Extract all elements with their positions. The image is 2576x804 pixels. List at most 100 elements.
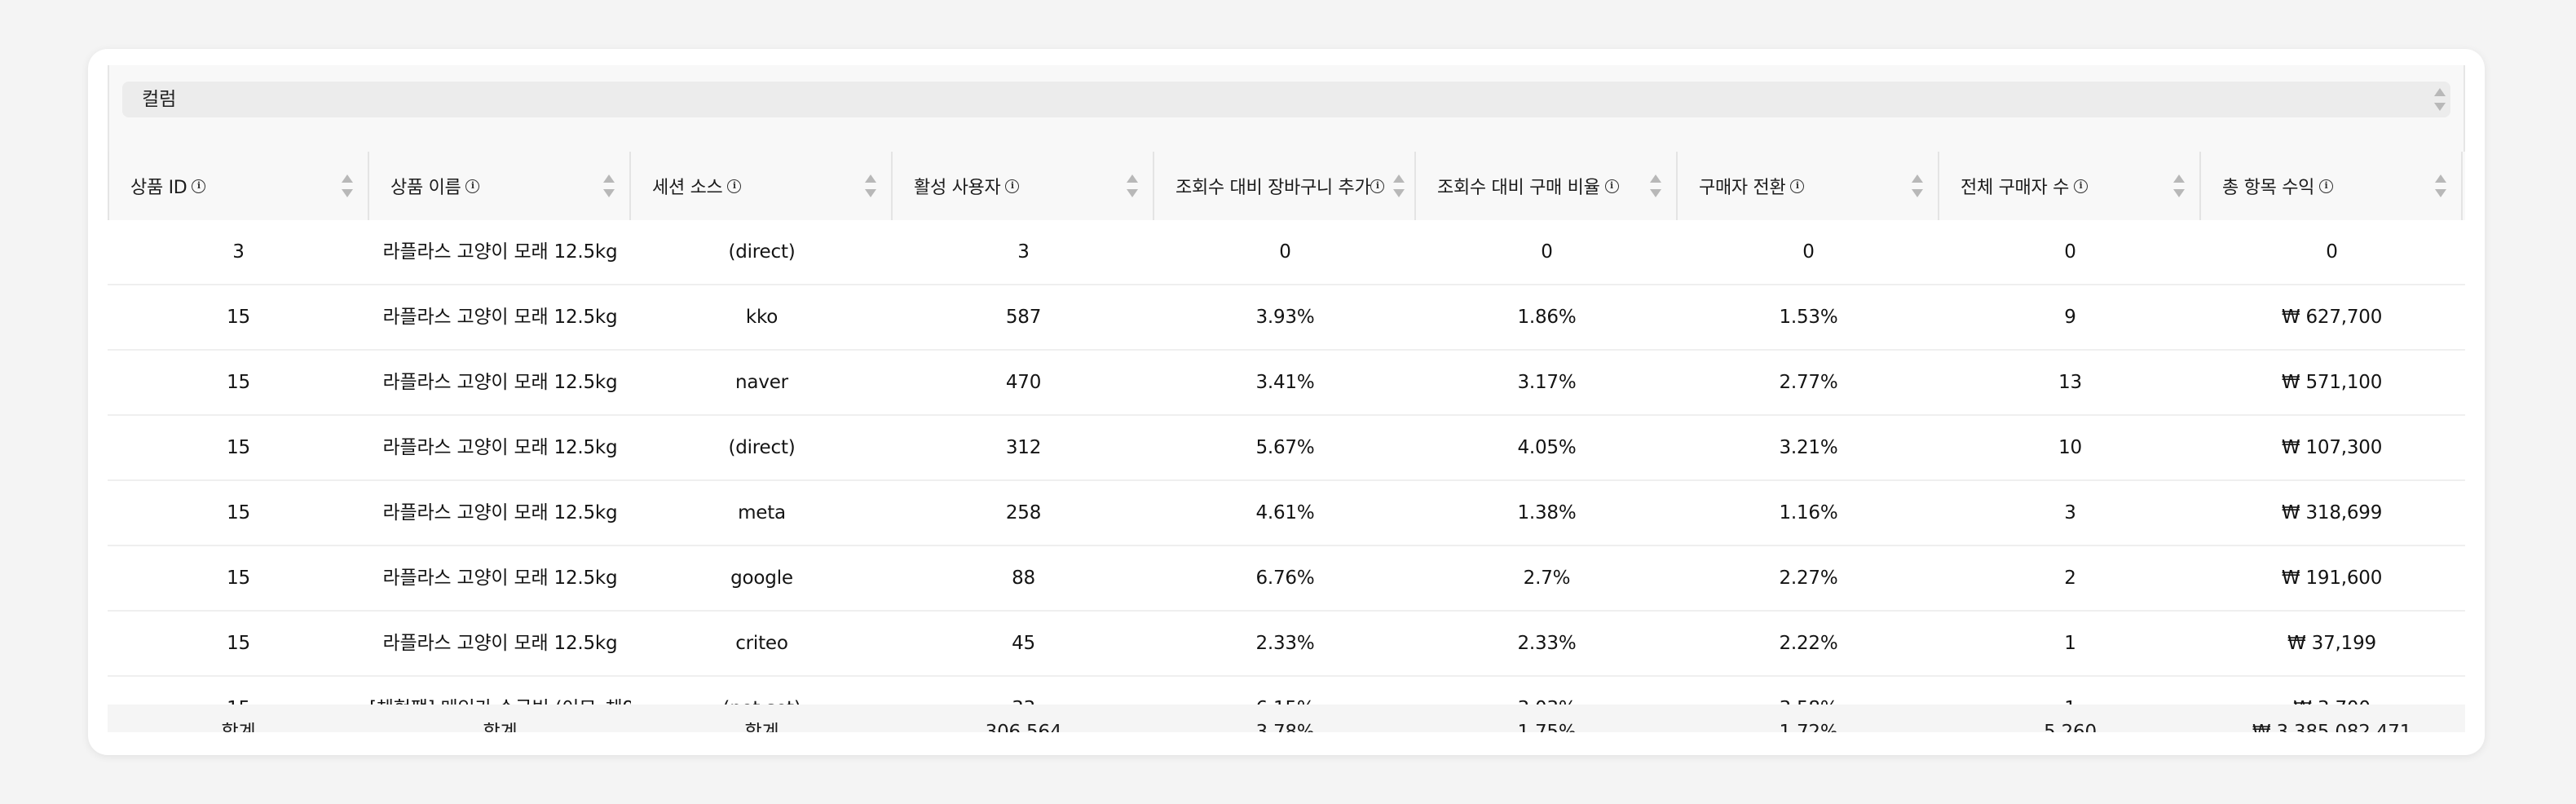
cell-total-purchasers: 3: [2064, 502, 2076, 523]
total-cell-product-id: 합계: [221, 722, 256, 732]
cell-view-to-purchase: 3.17%: [1517, 372, 1577, 393]
cell-purchaser-conversion: 2.22%: [1779, 633, 1838, 654]
column-header-label: 조회수 대비 장바구니 추가: [1176, 178, 1371, 198]
cell-item-revenue: ₩ 3,700: [2201, 677, 2463, 705]
table-row[interactable]: 15 [체험팩] 메인가 수국빈 (이모_체9 (not set) 33 6.1…: [108, 677, 2465, 705]
cell-purchaser-conversion: 1.53%: [1779, 307, 1838, 328]
cell-product-id: 15: [108, 677, 369, 705]
table-row[interactable]: 15 라플라스 고양이 모래 12.5kg meta 258 4.61% 1.3…: [108, 481, 2465, 546]
info-icon[interactable]: i: [465, 179, 480, 193]
column-header-session-source[interactable]: 세션 소스 i: [631, 152, 893, 220]
column-header-item-revenue[interactable]: 총 항목 수익 i: [2201, 152, 2463, 220]
info-icon[interactable]: i: [2074, 179, 2089, 193]
table-row[interactable]: 15 라플라스 고양이 모래 12.5kg criteo 45 2.33% 2.…: [108, 612, 2465, 677]
cell-product-name: 라플라스 고양이 모래 12.5kg: [382, 633, 618, 654]
cell-total-purchasers: 9: [2064, 307, 2076, 328]
cell-session-source: criteo: [735, 633, 788, 654]
cell-view-to-cart: 6.15%: [1154, 677, 1416, 705]
total-cell-session-source: 합계: [744, 722, 779, 732]
cell-view-to-cart: 6.76%: [1255, 568, 1315, 589]
column-header-product-id[interactable]: 상품 ID i: [108, 152, 369, 220]
sort-icon[interactable]: [2434, 86, 2446, 113]
cell-view-to-cart: 4.61%: [1255, 502, 1315, 523]
cell-view-to-purchase: 4.05%: [1517, 437, 1577, 458]
cell-product-name: [체험팩] 메인가 수국빈 (이모_체9: [369, 677, 631, 705]
cell-product-id: 15: [227, 568, 250, 589]
cell-session-source: google: [730, 568, 793, 589]
sort-icon[interactable]: [342, 173, 353, 199]
cell-product-name: 라플라스 고양이 모래 12.5kg: [382, 372, 618, 393]
sort-icon[interactable]: [2173, 173, 2185, 199]
sort-icon[interactable]: [1127, 173, 1138, 199]
sort-icon[interactable]: [1393, 173, 1405, 199]
info-icon[interactable]: i: [192, 179, 206, 193]
cell-item-revenue: 0: [2326, 241, 2338, 263]
cell-purchaser-conversion: 3.21%: [1779, 437, 1838, 458]
sort-icon[interactable]: [2435, 173, 2446, 199]
table-row[interactable]: 15 라플라스 고양이 모래 12.5kg kko 587 3.93% 1.86…: [108, 285, 2465, 351]
column-header-view-to-purchase[interactable]: 조회수 대비 구매 비율 i: [1416, 152, 1678, 220]
info-icon[interactable]: i: [1604, 179, 1619, 193]
cell-product-name: 라플라스 고양이 모래 12.5kg: [382, 568, 618, 589]
cell-item-revenue: ₩ 107,300: [2281, 437, 2383, 458]
sort-icon[interactable]: [1912, 173, 1923, 199]
cell-product-id: 15: [227, 372, 250, 393]
column-header-label: 조회수 대비 구매 비율: [1437, 178, 1600, 198]
table-row[interactable]: 15 라플라스 고양이 모래 12.5kg (direct) 312 5.67%…: [108, 416, 2465, 481]
cell-session-source: (not set): [631, 677, 893, 705]
column-header-label: 세션 소스: [652, 178, 723, 198]
total-cell-active-users: 306,564: [985, 722, 1062, 732]
info-icon[interactable]: i: [2319, 179, 2334, 193]
cell-purchaser-conversion: 2.77%: [1779, 372, 1838, 393]
cell-active-users: 45: [1012, 633, 1035, 654]
cell-product-name: 라플라스 고양이 모래 12.5kg: [382, 307, 618, 328]
column-header-total-purchasers[interactable]: 전체 구매자 수 i: [1939, 152, 2201, 220]
column-header-label: 구매자 전환: [1699, 178, 1786, 198]
cell-product-name: 라플라스 고양이 모래 12.5kg: [382, 241, 618, 263]
cell-total-purchasers: 2: [2064, 568, 2076, 589]
column-header-label: 상품 이름: [390, 178, 461, 198]
cell-active-users: 587: [1005, 307, 1042, 328]
cell-purchaser-conversion: 0: [1802, 241, 1815, 263]
cell-product-id: 15: [227, 307, 250, 328]
sort-icon[interactable]: [603, 173, 615, 199]
info-icon[interactable]: i: [1370, 179, 1385, 193]
cell-purchaser-conversion: 2.27%: [1779, 568, 1838, 589]
column-header-view-to-cart[interactable]: 조회수 대비 장바구니 추가 i: [1154, 152, 1416, 220]
cell-product-id: 15: [227, 633, 250, 654]
column-header-label: 활성 사용자: [914, 178, 1001, 198]
cell-item-revenue: ₩ 318,699: [2281, 502, 2383, 523]
total-cell-total-purchasers: 5,260: [2044, 722, 2097, 732]
info-icon[interactable]: i: [727, 179, 742, 193]
cell-active-users: 312: [1005, 437, 1042, 458]
total-cell-product-name: 합계: [483, 722, 518, 732]
cell-purchaser-conversion: 3.58%: [1678, 677, 1939, 705]
cell-item-revenue: ₩ 571,100: [2281, 372, 2383, 393]
sort-icon[interactable]: [1650, 173, 1661, 199]
table-row[interactable]: 3 라플라스 고양이 모래 12.5kg (direct) 3 0 0 0 0 …: [108, 220, 2465, 285]
cell-session-source: (direct): [728, 437, 796, 458]
cell-product-id: 15: [227, 502, 250, 523]
column-header-label: 총 항목 수익: [2222, 178, 2315, 198]
cell-session-source: meta: [738, 502, 786, 523]
info-icon[interactable]: i: [1790, 179, 1805, 193]
cell-product-id: 3: [232, 241, 245, 263]
table-body[interactable]: 3 라플라스 고양이 모래 12.5kg (direct) 3 0 0 0 0 …: [108, 220, 2465, 705]
cell-view-to-cart: 3.41%: [1255, 372, 1315, 393]
cell-view-to-purchase: 0: [1541, 241, 1553, 263]
sort-icon[interactable]: [865, 173, 876, 199]
cell-total-purchasers: 0: [2064, 241, 2076, 263]
table-card: 컬럼 상품 ID i 상품 이름 i 세션 소스 i 활성 사용자: [88, 49, 2485, 755]
column-header-purchaser-conversion[interactable]: 구매자 전환 i: [1678, 152, 1939, 220]
column-group-header[interactable]: 컬럼: [122, 82, 2450, 117]
column-header-product-name[interactable]: 상품 이름 i: [369, 152, 631, 220]
column-header-active-users[interactable]: 활성 사용자 i: [893, 152, 1154, 220]
table-row[interactable]: 15 라플라스 고양이 모래 12.5kg naver 470 3.41% 3.…: [108, 351, 2465, 416]
info-icon[interactable]: i: [1005, 179, 1020, 193]
column-header-label: 상품 ID: [130, 178, 187, 198]
total-cell-view-to-cart: 3.78%: [1255, 722, 1315, 732]
cell-product-name: 라플라스 고양이 모래 12.5kg: [382, 502, 618, 523]
cell-session-source: kko: [745, 307, 779, 328]
cell-total-purchasers: 1: [2064, 633, 2076, 654]
table-row[interactable]: 15 라플라스 고양이 모래 12.5kg google 88 6.76% 2.…: [108, 546, 2465, 612]
